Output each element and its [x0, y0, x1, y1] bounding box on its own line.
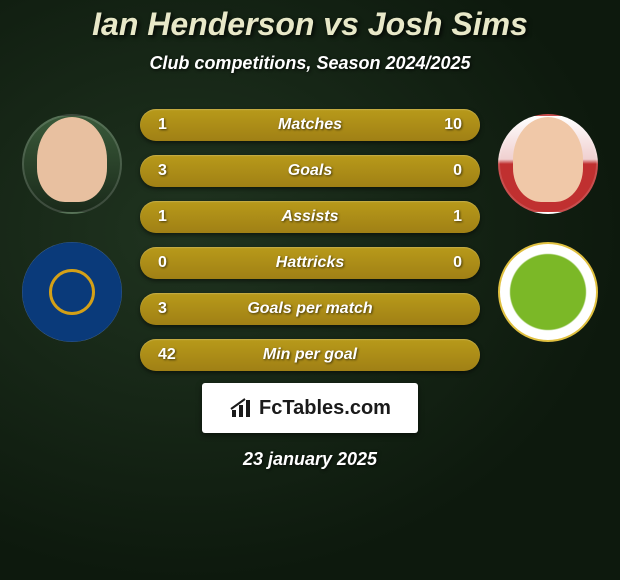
player2-face-placeholder [513, 117, 583, 202]
brand-text: FcTables.com [259, 397, 391, 420]
stat-right-value: 1 [438, 208, 462, 226]
chart-icon [229, 396, 253, 420]
stat-left-value: 3 [158, 300, 182, 318]
stat-label: Assists [282, 208, 339, 226]
stat-right-value: 0 [438, 162, 462, 180]
stat-label: Goals [288, 162, 332, 180]
stat-left-value: 3 [158, 162, 182, 180]
stat-left-value: 1 [158, 208, 182, 226]
stat-label: Min per goal [263, 346, 357, 364]
player1-club-badge [22, 242, 122, 342]
stat-right-value: 0 [438, 254, 462, 272]
stat-row-matches: 1 Matches 10 [140, 109, 480, 141]
stats-column: 1 Matches 10 3 Goals 0 1 Assists 1 0 Hat… [140, 104, 480, 371]
stat-row-goals: 3 Goals 0 [140, 155, 480, 187]
main-row: 1 Matches 10 3 Goals 0 1 Assists 1 0 Hat… [0, 104, 620, 371]
stat-label: Goals per match [247, 300, 372, 318]
player2-club-badge [498, 242, 598, 342]
player1-face-placeholder [37, 117, 107, 202]
brand-logo-box: FcTables.com [202, 383, 418, 433]
date-text: 23 january 2025 [243, 449, 377, 470]
player1-column [22, 104, 122, 342]
stat-left-value: 0 [158, 254, 182, 272]
page-title: Ian Henderson vs Josh Sims [92, 6, 528, 43]
stat-left-value: 42 [158, 346, 182, 364]
player1-photo [22, 114, 122, 214]
stat-row-min-per-goal: 42 Min per goal [140, 339, 480, 371]
stat-label: Matches [278, 116, 342, 134]
player2-photo [498, 114, 598, 214]
stat-row-hattricks: 0 Hattricks 0 [140, 247, 480, 279]
stat-row-goals-per-match: 3 Goals per match [140, 293, 480, 325]
stat-label: Hattricks [276, 254, 344, 272]
page-subtitle: Club competitions, Season 2024/2025 [149, 53, 470, 74]
player2-column [498, 104, 598, 342]
stat-right-value: 10 [438, 116, 462, 134]
stat-row-assists: 1 Assists 1 [140, 201, 480, 233]
stat-left-value: 1 [158, 116, 182, 134]
content-container: Ian Henderson vs Josh Sims Club competit… [0, 0, 620, 580]
